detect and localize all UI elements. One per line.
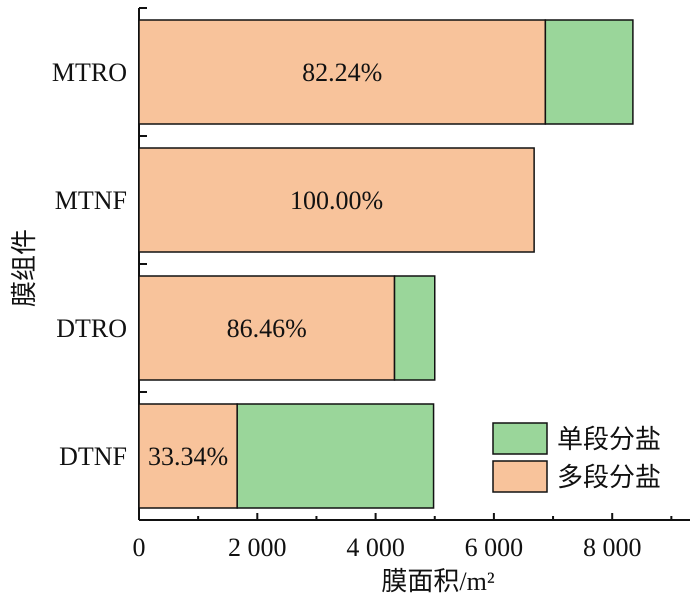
bar-percent-label: 82.24% xyxy=(302,58,382,87)
x-tick-label: 6 000 xyxy=(465,533,524,562)
y-tick-label: DTNF xyxy=(59,442,127,471)
bar-dtnf-series-0 xyxy=(138,403,238,509)
x-tick-label: 2 000 xyxy=(228,533,287,562)
legend-label: 多段分盐 xyxy=(557,463,661,492)
bar-percent-label: 33.34% xyxy=(148,442,228,471)
bar-mtro-series-0 xyxy=(138,19,547,125)
bar-percent-label: 100.00% xyxy=(290,186,383,215)
legend-swatch xyxy=(492,460,548,493)
x-tick-label: 4 000 xyxy=(346,533,405,562)
y-axis-title: 膜组件 xyxy=(10,229,39,307)
x-axis-title: 膜面积/m² xyxy=(381,567,494,596)
ticks: MTRO MTNF DTRO DTNF 0 2 000 4 000 6 000 8 000 xyxy=(52,7,673,562)
bar-dtro-series-1 xyxy=(393,275,436,381)
x-tick-label: 0 xyxy=(133,533,146,562)
x-tick-label: 8 000 xyxy=(583,533,642,562)
legend-label: 单段分盐 xyxy=(557,425,661,454)
y-tick-label: MTNF xyxy=(55,186,127,215)
legend-swatch xyxy=(492,422,548,455)
bar-dtnf-series-1 xyxy=(236,403,435,509)
bar-mtnf-series-0 xyxy=(138,147,535,253)
bar-labels: 82.24% 100.00% 86.46% 33.34% xyxy=(148,58,383,471)
bar-percent-label: 86.46% xyxy=(227,314,307,343)
bars xyxy=(138,19,634,509)
y-tick-label: MTRO xyxy=(52,58,127,87)
bar-dtro-series-0 xyxy=(138,275,396,381)
y-tick-label: DTRO xyxy=(56,314,127,343)
bar-mtro-series-1 xyxy=(544,19,634,125)
